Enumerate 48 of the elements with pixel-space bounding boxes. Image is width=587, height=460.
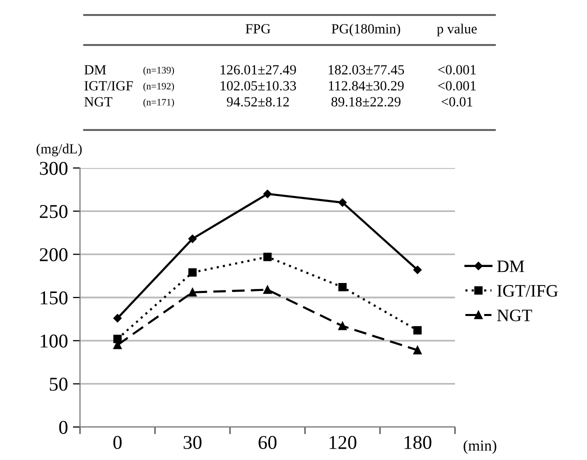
legend-label: DM [497,260,524,272]
text: DM [84,65,106,74]
x-tick-label: 30 [184,436,202,450]
point [188,234,197,243]
point [188,288,197,296]
y-tick-label: 50 [50,378,68,391]
point [338,322,347,330]
legend-label: IGT/IFG [497,285,558,297]
y-tick-label: 0 [59,420,68,434]
point [263,252,272,262]
y-tick-label: 100 [40,334,68,348]
x-axis-title: (min) [464,440,496,454]
y-tick-label: 300 [40,162,68,175]
y-tick-label: 200 [40,248,68,262]
x-tick-label: 0 [113,436,122,450]
text: PG(180min) [332,24,400,36]
text: 126.01±27.49 [220,65,296,75]
point [263,286,272,294]
text: <0.01 [442,97,472,107]
text: <0.001 [438,65,476,75]
text: IGT/IGF [84,81,133,90]
text: 102.05±10.33 [220,81,296,91]
text: (n=192) [143,82,174,92]
text: <0.001 [438,81,476,91]
text: (n=139) [143,66,174,76]
text: 94.52±8.12 [226,97,289,107]
point [188,268,197,277]
point [338,282,347,292]
text: NGT [84,97,112,106]
text: (n=171) [143,98,174,108]
point [413,266,422,274]
point [263,190,272,198]
point [113,314,122,322]
y-tick-label: 250 [40,204,68,218]
x-tick-label: 120 [330,436,356,450]
x-tick-label: 60 [258,436,276,450]
text: 112.84±30.29 [328,81,404,91]
x-tick-label: 180 [404,436,432,450]
text: FPG [246,24,270,34]
text: 182.03±77.45 [328,65,404,75]
text: p value [436,24,477,36]
text: 89.18±22.29 [331,97,400,107]
point [413,346,422,354]
point [338,198,347,207]
y-tick-label: 150 [40,291,68,304]
y-axis-title: (mg/dL) [36,144,82,156]
point [413,326,422,334]
legend-label: NGT [497,310,532,322]
